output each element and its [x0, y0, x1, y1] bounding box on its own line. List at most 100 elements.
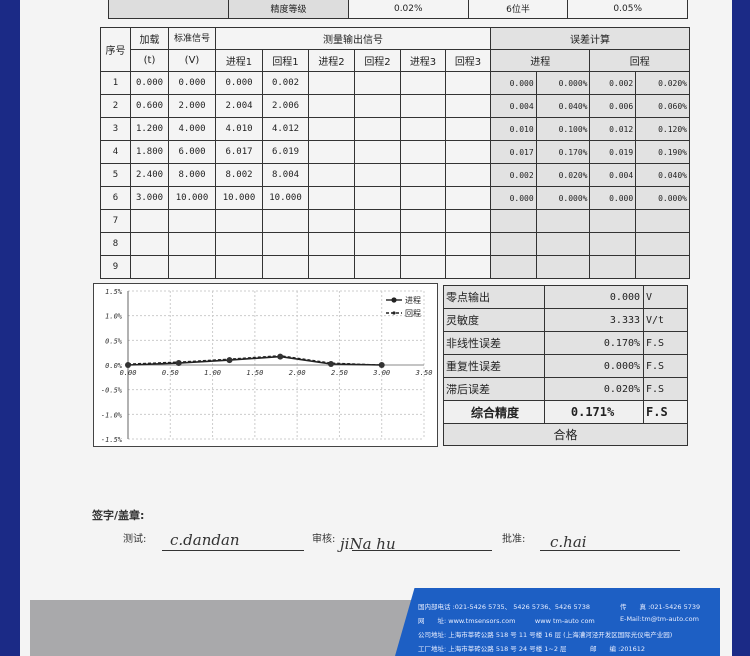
legend-marker-0	[391, 297, 397, 303]
output-cell-r3	[445, 140, 491, 164]
footer-phone: 国内部电话 :021-5426 5735、 5426 5736、5426 573…	[418, 603, 591, 611]
header-seq: 序号	[100, 27, 131, 72]
output-cell-r2	[354, 140, 401, 164]
error-forward: 0.010	[490, 117, 537, 141]
header-error-return: 回程	[589, 49, 690, 72]
output-cell-r2	[354, 117, 401, 141]
footer-email: E-Mail:tm@tm-auto.com	[620, 615, 699, 623]
summary-unit: F.S	[643, 400, 688, 424]
standard-signal-cell	[168, 232, 216, 256]
x-tick-label: 1.00	[204, 369, 221, 377]
error-forward: 0.017	[490, 140, 537, 164]
output-cell-r2	[354, 209, 401, 233]
summary-value: 0.020%	[544, 377, 645, 401]
table-row: 5 2.400 8.000 8.002 8.004 0.002 0.020% 0.004 0.0…	[100, 163, 690, 187]
table-row: 4 1.800 6.000 6.017 6.019 0.017 0.170% 0.019 0.1…	[100, 140, 690, 164]
error-return-percent	[635, 232, 690, 256]
load-cell	[130, 209, 169, 233]
error-return: 0.002	[589, 71, 637, 95]
summary-row: 非线性误差 0.170% F.S	[442, 331, 688, 355]
approve-signature: c.hai	[550, 533, 587, 551]
error-return	[589, 255, 637, 279]
error-return-percent: 0.020%	[635, 71, 690, 95]
error-forward-percent	[535, 255, 591, 279]
output-cell-f1	[215, 255, 263, 279]
summary-unit: F.S	[643, 331, 688, 355]
load-cell: 3.000	[130, 186, 169, 210]
error-return: 0.000	[589, 186, 637, 210]
error-return-percent: 0.040%	[635, 163, 690, 187]
y-tick-label: -1.5%	[101, 436, 123, 444]
output-cell-r2	[354, 186, 401, 210]
output-cell-f3	[400, 94, 446, 118]
summary-value: 3.333	[544, 308, 645, 332]
output-cell-r3	[445, 117, 491, 141]
output-cell-f2	[308, 94, 355, 118]
test-signature: c.dandan	[170, 531, 240, 549]
header-error-calc: 误差计算	[490, 27, 690, 50]
header-load: 加载	[130, 27, 169, 50]
standard-signal-cell: 2.000	[168, 94, 216, 118]
footer-fax: 传 真 :021-5426 5739	[620, 603, 701, 611]
summary-label: 零点输出	[442, 285, 546, 309]
error-forward: 0.000	[490, 186, 537, 210]
output-cell-f2	[308, 209, 355, 233]
accuracy-row: 精度等级 0.02% 6位半 0.05%	[108, 0, 688, 19]
output-cell-f3	[400, 117, 446, 141]
output-cell-f1: 4.010	[215, 117, 263, 141]
output-cell-r2	[354, 71, 401, 95]
summary-row: 重复性误差 0.000% F.S	[442, 354, 688, 378]
error-forward-percent	[535, 209, 591, 233]
output-cell-f1: 10.000	[215, 186, 263, 210]
error-return: 0.012	[589, 117, 637, 141]
load-cell: 1.800	[130, 140, 169, 164]
error-return	[589, 209, 637, 233]
summary-row: 灵敏度 3.333 V/t	[442, 308, 688, 332]
error-forward-percent: 0.040%	[535, 94, 591, 118]
x-tick-label: 3.00	[372, 369, 390, 377]
output-cell-f1: 2.004	[215, 94, 263, 118]
header-forward-2: 进程2	[308, 49, 355, 72]
header-forward-3: 进程3	[400, 49, 446, 72]
certificate-page: 精度等级 0.02% 6位半 0.05% 序号 加载 标准信号 测量输出信号 误…	[20, 0, 732, 656]
y-tick-label: -1.0%	[101, 411, 123, 419]
output-cell-f3	[400, 140, 446, 164]
summary-unit: V/t	[643, 308, 688, 332]
legend-label: 回程	[405, 309, 421, 318]
summary-value: 0.171%	[544, 400, 645, 424]
load-cell: 0.600	[130, 94, 169, 118]
footer-postcode: 邮 编 :201612	[590, 645, 646, 653]
error-forward-percent: 0.020%	[535, 163, 591, 187]
error-return-percent: 0.000%	[635, 186, 690, 210]
output-cell-f3	[400, 186, 446, 210]
standard-signal-cell: 0.000	[168, 71, 216, 95]
y-tick-label: 0.5%	[105, 337, 123, 345]
output-cell-r3	[445, 163, 491, 187]
summary-unit: F.S	[643, 354, 688, 378]
approve-label: 批准:	[502, 534, 526, 545]
table-row: 7	[100, 209, 690, 233]
error-return: 0.006	[589, 94, 637, 118]
error-forward	[490, 232, 537, 256]
summary-row: 零点输出 0.000 V	[442, 285, 688, 309]
accuracy-value-2: 6位半	[467, 0, 569, 19]
output-cell-r1	[262, 255, 309, 279]
y-tick-label: 1.0%	[105, 313, 123, 321]
error-forward: 0.004	[490, 94, 537, 118]
output-cell-r2	[354, 232, 401, 256]
output-cell-r2	[354, 255, 401, 279]
table-row: 3 1.200 4.000 4.010 4.012 0.010 0.100% 0.012 0.1…	[100, 117, 690, 141]
error-forward: 0.002	[490, 163, 537, 187]
header-load-unit: (t)	[130, 49, 169, 72]
footer-company-address: 公司地址: 上海市莘砖公路 518 号 11 号楼 16 层 (上海漕河泾开发区…	[418, 631, 673, 639]
error-forward-percent: 0.000%	[535, 186, 591, 210]
result-cell: 合格	[443, 423, 688, 446]
load-cell	[130, 232, 169, 256]
output-cell-r3	[445, 232, 491, 256]
output-cell-f1	[215, 232, 263, 256]
y-tick-label: 0.0%	[105, 362, 123, 370]
legend-label: 进程	[405, 296, 421, 305]
header-measured: 测量输出信号	[215, 27, 491, 50]
summary-value: 0.000%	[544, 354, 645, 378]
output-cell-r1: 8.004	[262, 163, 309, 187]
